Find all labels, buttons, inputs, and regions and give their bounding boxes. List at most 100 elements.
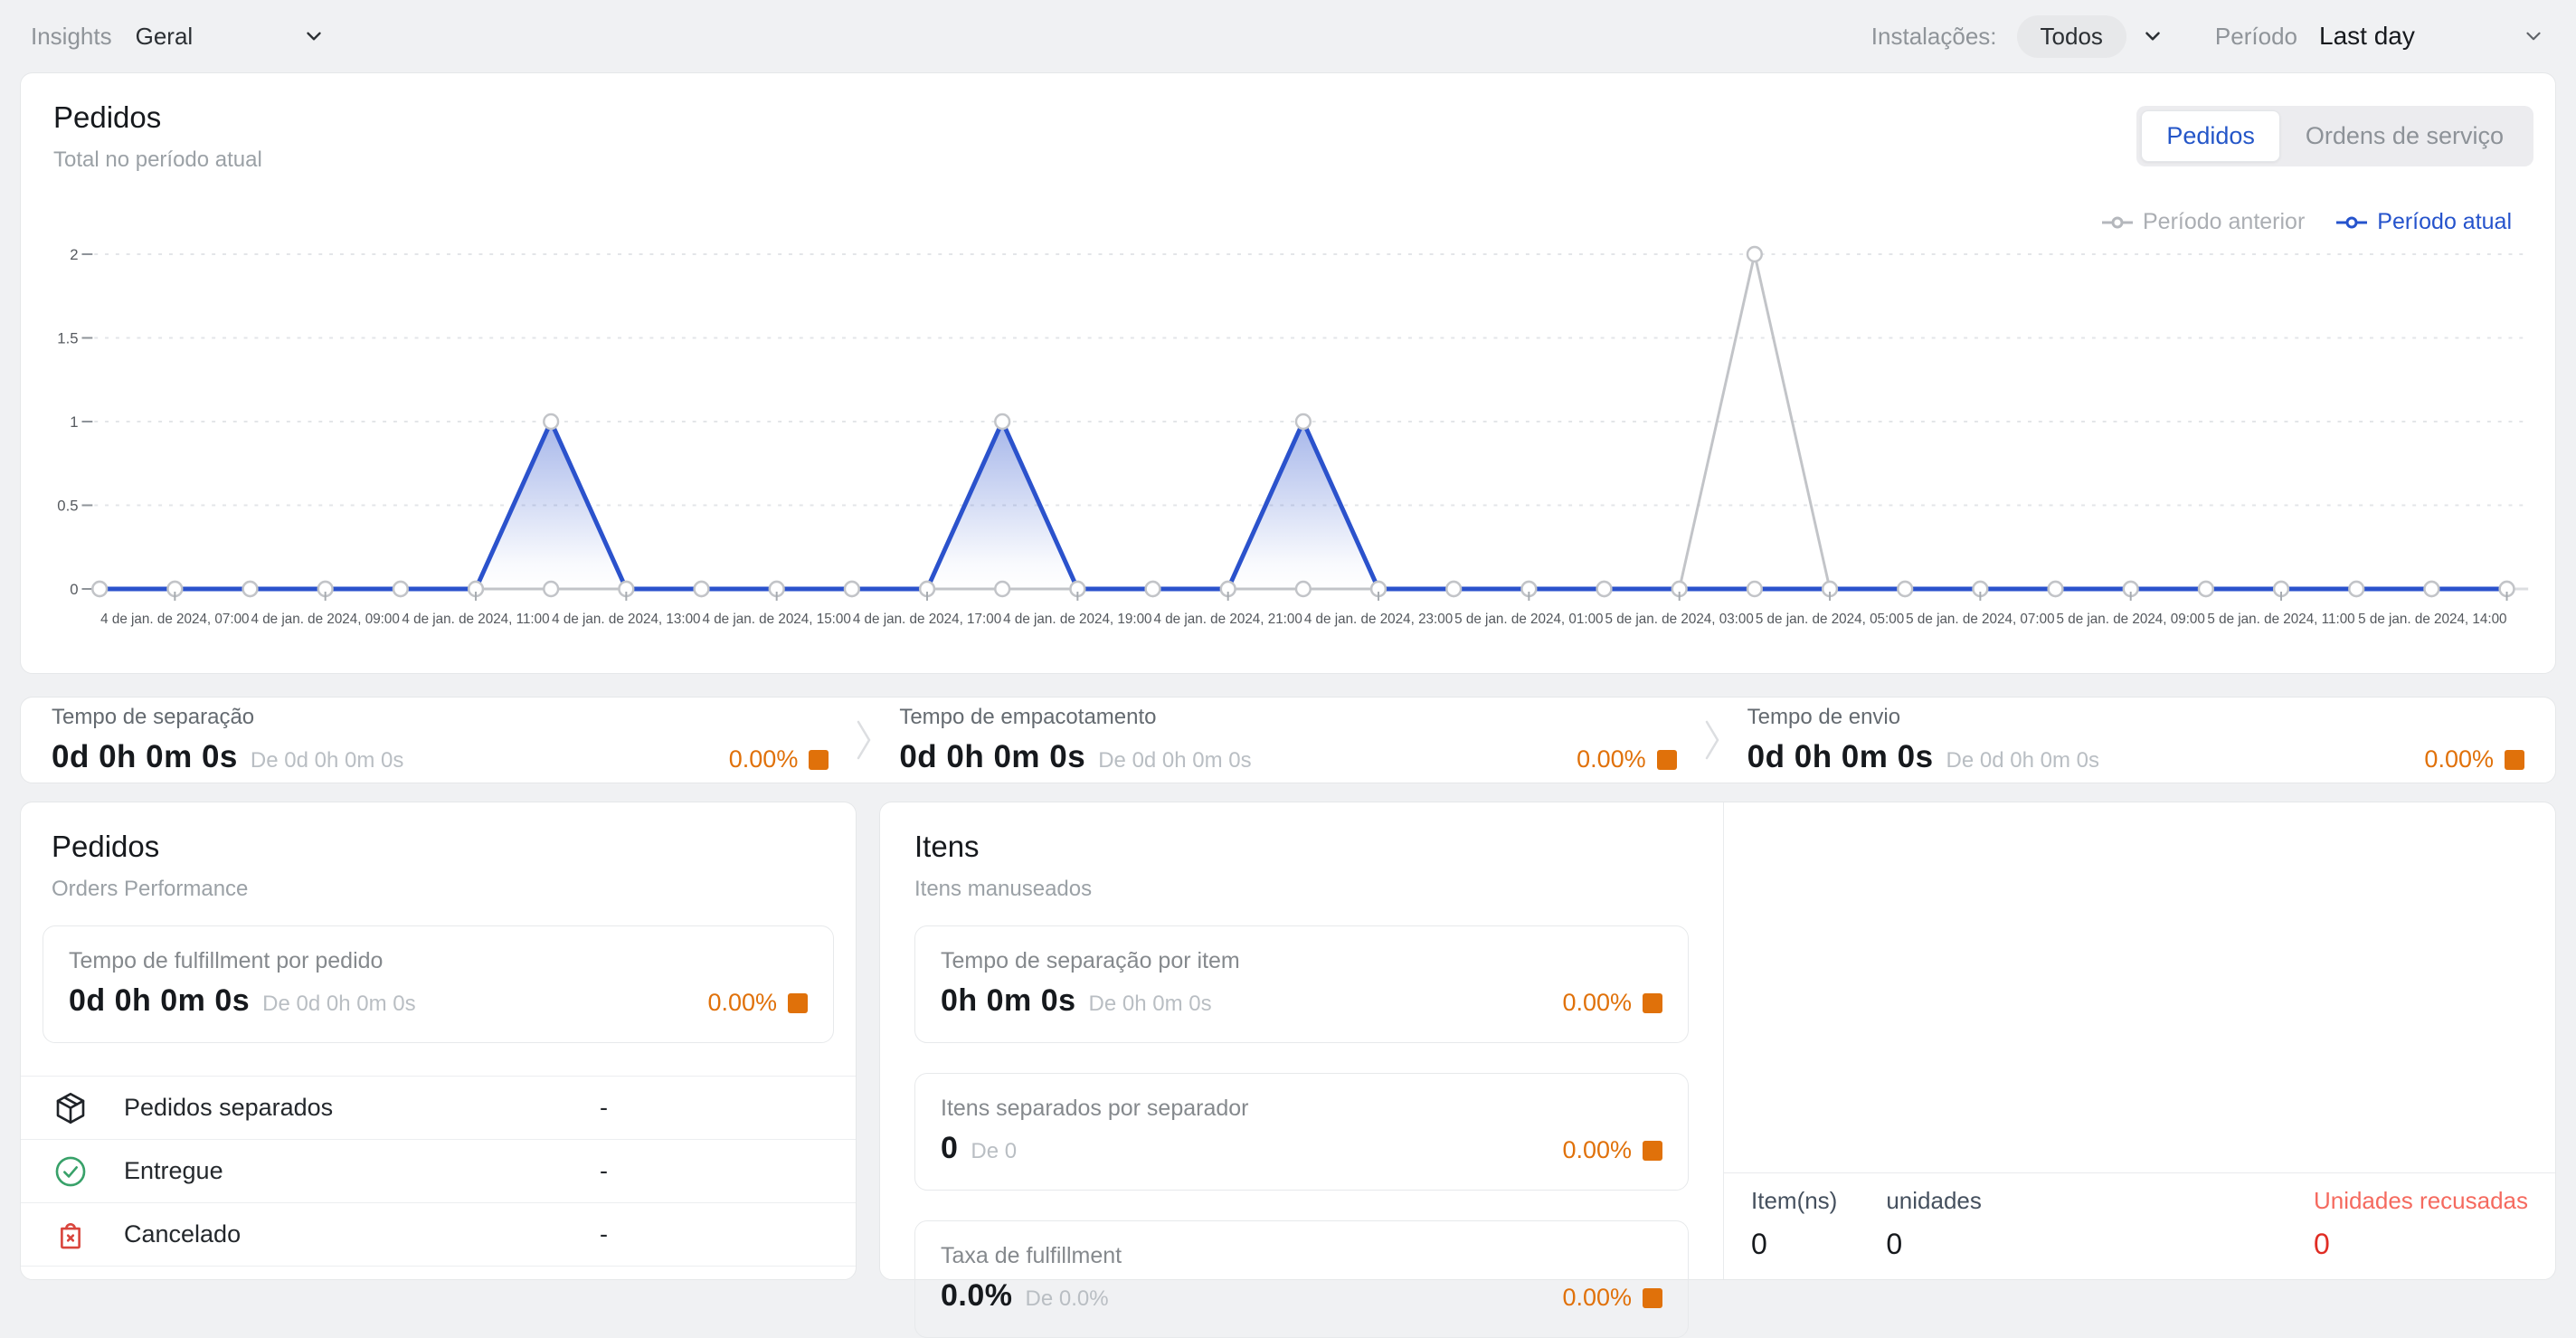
y-axis-label: 2 bbox=[70, 246, 78, 263]
orders-chart-card: Pedidos Total no período atual Pedidos O… bbox=[20, 72, 2556, 674]
orange-square-icon bbox=[1643, 1140, 1662, 1161]
data-point-curr[interactable] bbox=[242, 580, 259, 598]
package-icon bbox=[52, 1089, 90, 1127]
legend-periodo-atual[interactable]: Período atual bbox=[2335, 209, 2512, 235]
insights-dropdown[interactable]: Geral bbox=[136, 23, 326, 51]
y-axis-label: 1.5 bbox=[57, 329, 78, 346]
x-axis-label: 5 de jan. de 2024, 14:00 bbox=[2358, 612, 2506, 627]
y-axis-label: 0.5 bbox=[57, 497, 78, 514]
x-axis-label: 5 de jan. de 2024, 01:00 bbox=[1454, 612, 1603, 627]
data-point-curr[interactable] bbox=[2348, 580, 2365, 598]
data-point-curr[interactable] bbox=[1746, 580, 1763, 598]
items-subtitle: Itens manuseados bbox=[914, 877, 1093, 901]
kpi-tempo-de-fulfillment-por-pedido: Tempo de fulfillment por pedido 0d 0h 0m… bbox=[43, 925, 834, 1043]
orders-chart-title: Pedidos bbox=[53, 100, 162, 134]
order-status-list: Pedidos separados - Entregue - bbox=[21, 1076, 856, 1267]
orders-performance-title: Pedidos bbox=[52, 830, 160, 863]
chart-legend: Período anterior Período atual bbox=[2101, 209, 2512, 235]
kpi-value: 0d 0h 0m 0s bbox=[899, 739, 1086, 774]
x-axis-label: 5 de jan. de 2024, 05:00 bbox=[1756, 612, 1904, 627]
stat-unidades-recusadas: Unidades recusadas 0 bbox=[2313, 1187, 2528, 1260]
insights-dropdown-value: Geral bbox=[135, 22, 194, 50]
orange-square-icon bbox=[1643, 992, 1662, 1013]
period-dropdown[interactable]: Last day bbox=[2319, 22, 2545, 51]
orange-square-icon bbox=[809, 749, 829, 770]
orange-square-icon bbox=[1656, 749, 1677, 770]
installations-label: Instalações: bbox=[1870, 22, 1997, 50]
data-point-curr[interactable] bbox=[2197, 580, 2214, 598]
data-point-curr[interactable] bbox=[693, 580, 710, 598]
items-title: Itens bbox=[914, 830, 980, 863]
items-card: Itens Itens manuseados Tempo de separaçã… bbox=[879, 802, 2556, 1338]
x-axis-label: 5 de jan. de 2024, 09:00 bbox=[2057, 612, 2205, 627]
chevron-down-icon[interactable] bbox=[2141, 24, 2164, 48]
top-bar: Insights Geral Instalações: Todos Períod… bbox=[0, 0, 2576, 72]
kpi-value: 0h 0m 0s bbox=[941, 983, 1076, 1018]
units-summary-panel: Item(ns) 0 unidades 0 Unidades recusadas… bbox=[1724, 802, 2555, 1279]
kpi-percent: 0.00% bbox=[1562, 1136, 1632, 1163]
period-label: Período bbox=[2214, 22, 2297, 50]
data-point-curr[interactable] bbox=[1897, 580, 1914, 598]
kpi-percent: 0.00% bbox=[1562, 1284, 1632, 1311]
data-point-curr[interactable] bbox=[2423, 580, 2440, 598]
row-pedidos-separados[interactable]: Pedidos separados - bbox=[21, 1077, 856, 1140]
orders-chart-subtitle: Total no período atual bbox=[53, 147, 262, 172]
data-point-curr[interactable] bbox=[994, 413, 1011, 431]
x-axis-label: 4 de jan. de 2024, 23:00 bbox=[1304, 612, 1453, 627]
kpi-itens-separados-por-separador: Itens separados por separador 0 De 0 0.0… bbox=[914, 1073, 1689, 1191]
kpi-tempo-de-separacao: Tempo de separação 0d 0h 0m 0s De 0d 0h … bbox=[30, 705, 850, 775]
row-value: - bbox=[600, 1157, 608, 1184]
divider bbox=[1724, 1172, 2555, 1173]
kpi-compare: De 0 bbox=[971, 1139, 1018, 1163]
data-point-curr[interactable] bbox=[543, 413, 560, 431]
orders-area-chart[interactable]: 0 0.5 1 1.5 2 4 de jan. de 2024, 07:00 4 de ja… bbox=[53, 218, 2537, 652]
kpi-compare: De 0d 0h 0m 0s bbox=[262, 992, 416, 1016]
x-axis-label: 5 de jan. de 2024, 07:00 bbox=[1906, 612, 2054, 627]
orders-chart-header: Pedidos Total no período atual bbox=[53, 100, 262, 173]
kpi-value: 0.0% bbox=[941, 1278, 1013, 1313]
data-point-curr[interactable] bbox=[2047, 580, 2064, 598]
kpi-compare: De 0.0% bbox=[1025, 1286, 1109, 1311]
insights-label: Insights bbox=[31, 22, 112, 50]
stat-unidades: unidades 0 bbox=[1886, 1187, 1982, 1260]
x-axis-label: 4 de jan. de 2024, 13:00 bbox=[552, 612, 700, 627]
chart-tab-switcher: Pedidos Ordens de serviço bbox=[2136, 106, 2533, 166]
kpi-compare: De 0d 0h 0m 0s bbox=[1098, 748, 1252, 773]
x-axis-label: 4 de jan. de 2024, 17:00 bbox=[853, 612, 1001, 627]
x-axis-label: 4 de jan. de 2024, 19:00 bbox=[1003, 612, 1151, 627]
chevron-down-icon bbox=[2522, 24, 2545, 48]
kpi-compare: De 0d 0h 0m 0s bbox=[1946, 748, 2099, 773]
chevron-right-separator-icon bbox=[1699, 707, 1726, 773]
line-marker-icon bbox=[2102, 216, 2133, 228]
check-circle-icon bbox=[52, 1153, 90, 1191]
kpi-percent: 0.00% bbox=[1562, 989, 1632, 1016]
kpi-value: 0d 0h 0m 0s bbox=[52, 739, 238, 774]
chevron-right-separator-icon bbox=[850, 707, 877, 773]
row-value: - bbox=[600, 1094, 608, 1121]
kpi-percent: 0.00% bbox=[1577, 745, 1646, 773]
tab-pedidos[interactable]: Pedidos bbox=[2141, 110, 2280, 162]
x-axis-label: 4 de jan. de 2024, 11:00 bbox=[402, 612, 549, 627]
kpi-percent: 0.00% bbox=[707, 989, 777, 1016]
kpi-percent: 0.00% bbox=[728, 745, 799, 773]
data-point-curr[interactable] bbox=[1144, 580, 1161, 598]
items-section: Itens Itens manuseados Tempo de separaçã… bbox=[880, 802, 1724, 1338]
x-axis-label: 4 de jan. de 2024, 09:00 bbox=[251, 612, 399, 627]
data-point-curr[interactable] bbox=[91, 580, 109, 598]
data-point-curr[interactable] bbox=[392, 580, 409, 598]
x-axis-label: 4 de jan. de 2024, 07:00 bbox=[100, 612, 249, 627]
data-point-prev[interactable] bbox=[1746, 245, 1763, 263]
row-cancelado[interactable]: Cancelado - bbox=[21, 1203, 856, 1267]
data-point-curr[interactable] bbox=[1445, 580, 1463, 598]
data-point-curr[interactable] bbox=[1596, 580, 1613, 598]
installations-filter-pill[interactable]: Todos bbox=[2016, 14, 2126, 58]
x-axis-label: 5 de jan. de 2024, 03:00 bbox=[1605, 612, 1754, 627]
cancelled-bag-icon bbox=[52, 1216, 90, 1254]
row-entregue[interactable]: Entregue - bbox=[21, 1140, 856, 1203]
series-periodo-atual-area bbox=[99, 422, 2507, 589]
data-point-curr[interactable] bbox=[843, 580, 860, 598]
kpi-compare: De 0h 0m 0s bbox=[1088, 992, 1212, 1016]
data-point-curr[interactable] bbox=[1294, 413, 1312, 431]
tab-ordens-de-servico[interactable]: Ordens de serviço bbox=[2280, 110, 2529, 162]
legend-periodo-anterior[interactable]: Período anterior bbox=[2101, 209, 2305, 235]
